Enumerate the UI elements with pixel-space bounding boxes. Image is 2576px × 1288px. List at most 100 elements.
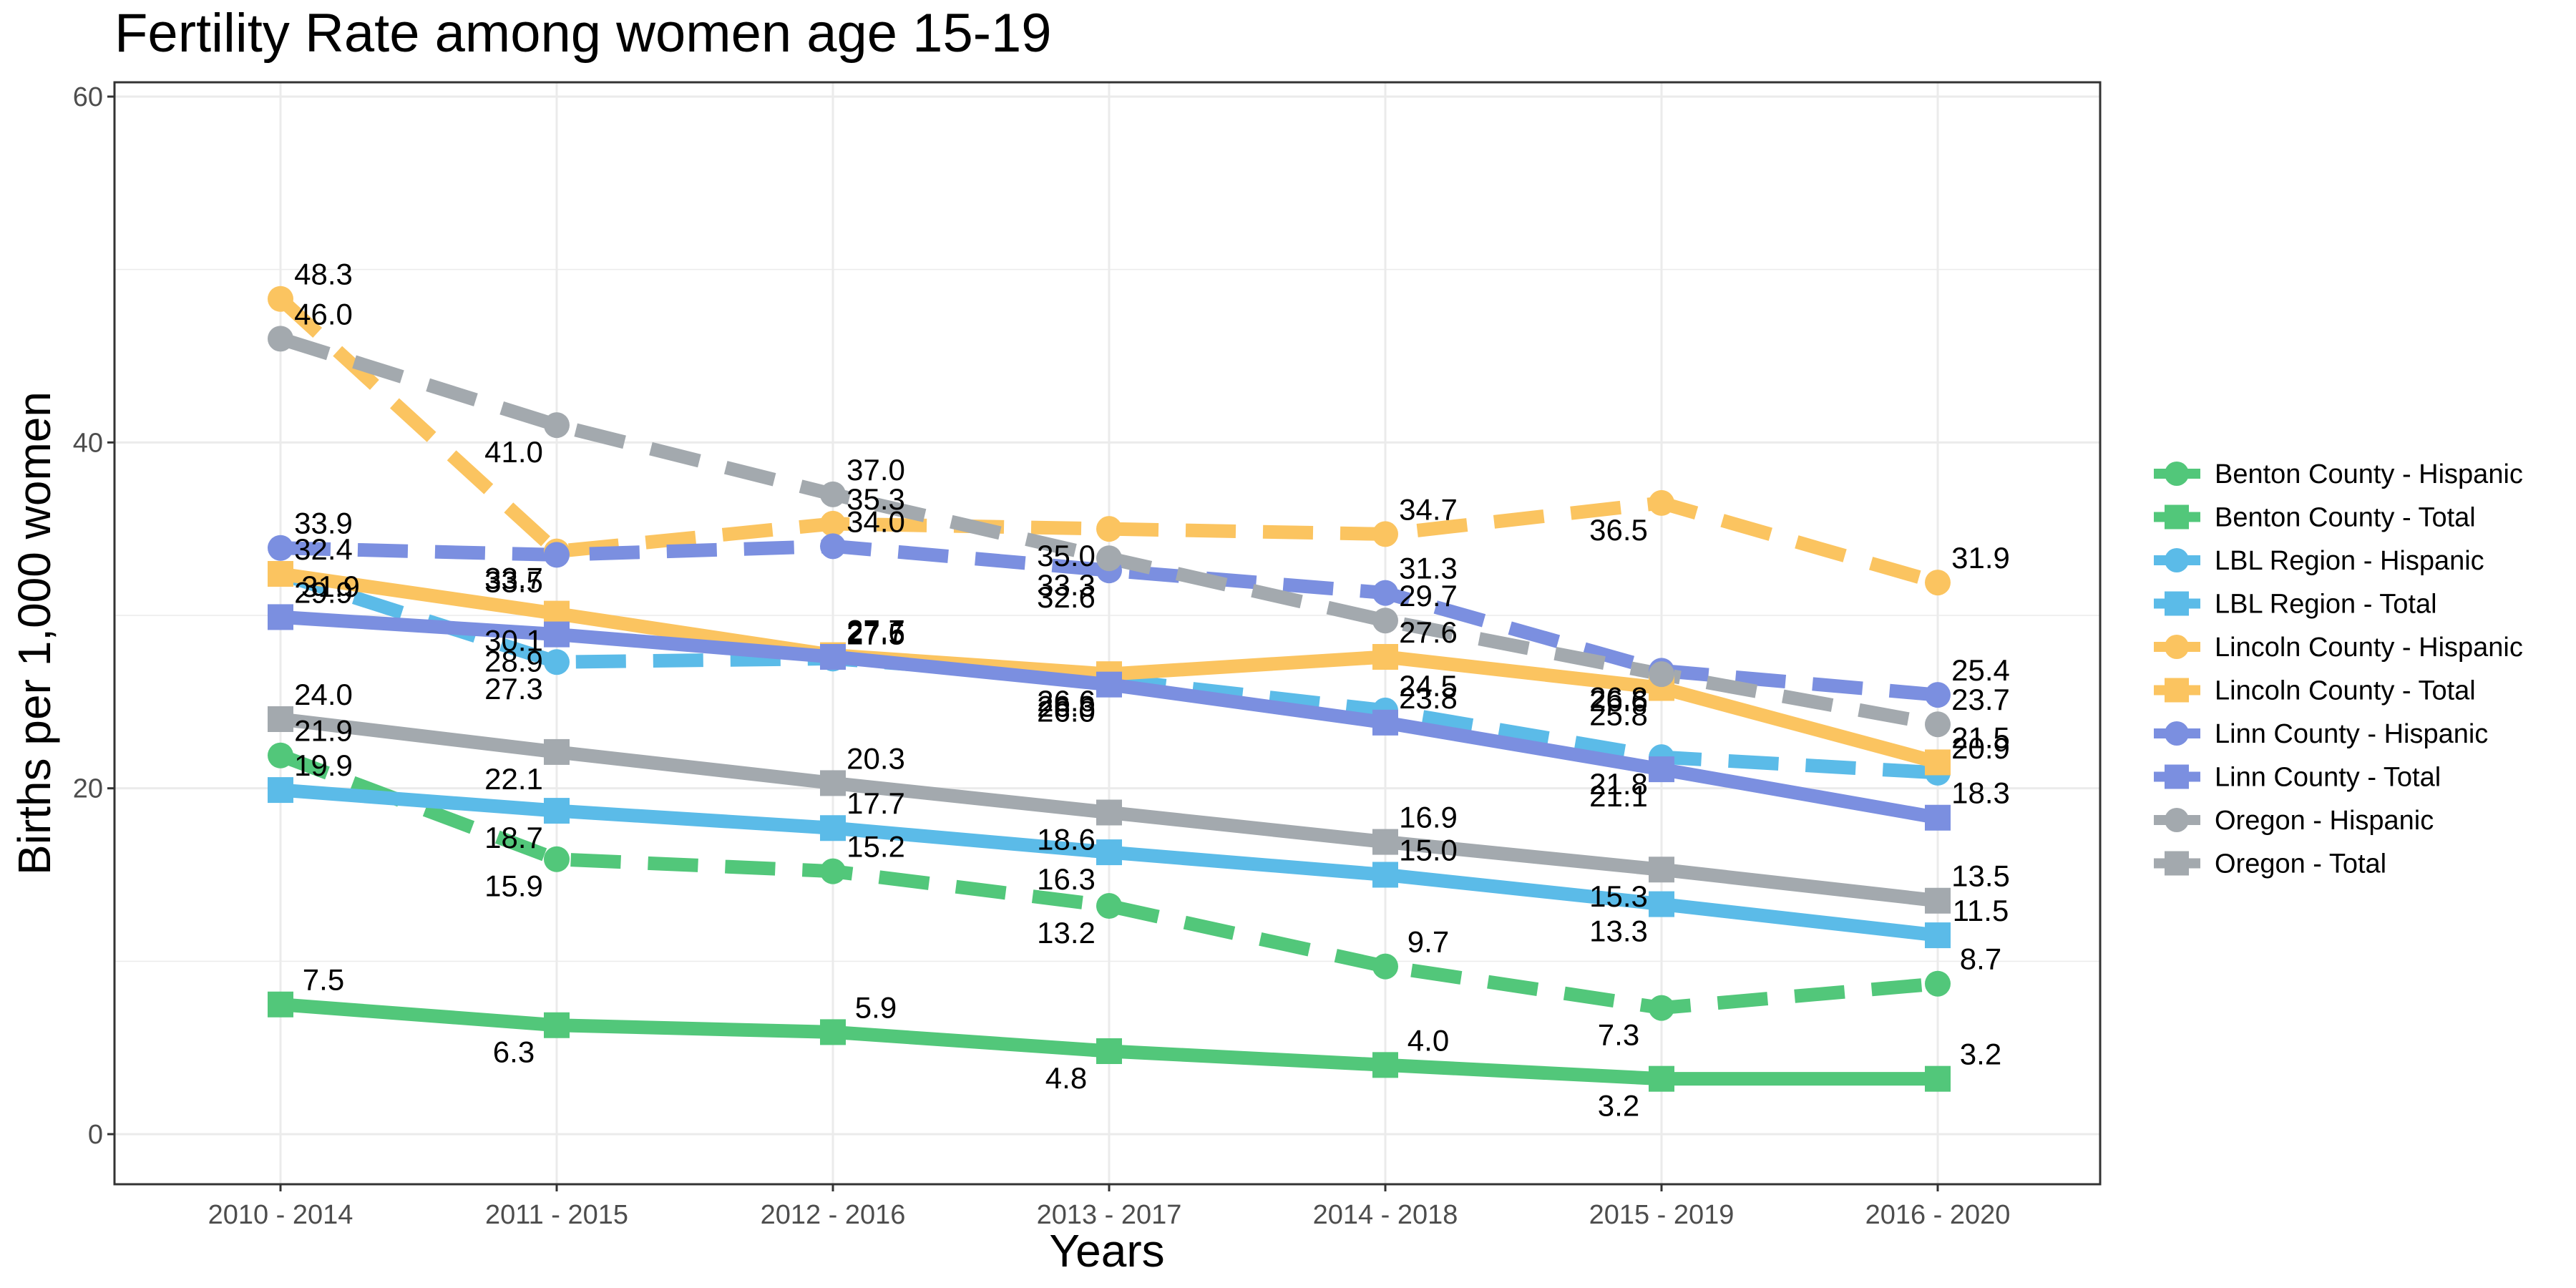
legend-item-linn-county-hispanic: Linn County - Hispanic (2154, 719, 2488, 749)
data-label: 11.5 (1953, 894, 2009, 927)
legend-label: Oregon - Hispanic (2215, 806, 2434, 836)
y-tick-label: 40 (73, 428, 103, 458)
data-label: 9.7 (1407, 925, 1449, 959)
data-label: 18.3 (1951, 776, 2010, 810)
data-point-benton-county-hispanic (1372, 953, 1398, 980)
data-label: 26.3 (1037, 689, 1096, 723)
x-tick-label: 2011 - 2015 (485, 1200, 628, 1230)
legend-key-marker (2165, 462, 2189, 486)
data-point-oregon-hispanic (1649, 661, 1674, 688)
legend-label: Benton County - Total (2215, 503, 2476, 533)
data-point-lincoln-county-hispanic (268, 286, 293, 312)
legend-key-marker (2165, 678, 2189, 703)
data-point-lbl-region-total (544, 798, 570, 824)
data-label: 18.6 (1037, 822, 1096, 856)
data-point-benton-county-total (1925, 1065, 1951, 1092)
x-tick-label: 2012 - 2016 (761, 1200, 906, 1230)
data-point-linn-county-total (1372, 709, 1398, 736)
legend: Benton County - Hispanic Benton County - … (2154, 459, 2523, 879)
data-point-linn-county-total (1925, 804, 1951, 831)
legend-key-marker (2165, 635, 2189, 659)
plot-panel-border (113, 81, 2102, 1186)
data-label: 31.9 (1951, 541, 2010, 575)
data-label: 31.9 (301, 570, 360, 603)
data-label: 41.0 (484, 435, 543, 469)
data-point-lbl-region-total (1372, 862, 1398, 888)
legend-label: Lincoln County - Total (2215, 676, 2476, 706)
data-label: 15.9 (484, 869, 543, 903)
data-label: 26.0 (1037, 695, 1096, 728)
data-label: 48.3 (294, 258, 353, 291)
data-point-benton-county-total (1649, 1065, 1674, 1092)
legend-item-lincoln-county-hispanic: Lincoln County - Hispanic (2154, 633, 2523, 663)
data-label: 7.3 (1598, 1018, 1639, 1052)
data-label: 16.3 (1037, 862, 1096, 896)
data-label: 35.3 (847, 482, 905, 516)
legend-key-marker (2165, 504, 2189, 530)
data-label: 17.7 (847, 786, 905, 820)
data-label: 27.6 (1399, 615, 1458, 649)
data-label: 21.5 (1951, 721, 2010, 754)
data-label: 21.8 (1589, 767, 1648, 801)
data-label: 27.6 (847, 615, 905, 649)
data-point-linn-county-hispanic (1925, 682, 1951, 708)
data-point-lbl-region-total (1096, 839, 1122, 866)
data-label: 25.8 (1589, 698, 1648, 731)
data-label: 32.6 (1037, 580, 1096, 614)
data-label: 13.3 (1589, 914, 1648, 948)
legend-item-lbl-region-total: LBL Region - Total (2154, 590, 2437, 620)
y-tick-label: 20 (73, 774, 103, 804)
legend-label: LBL Region - Total (2215, 590, 2437, 620)
legend-key-marker (2165, 721, 2189, 746)
legend-label: Linn County - Total (2215, 763, 2441, 793)
data-point-benton-county-total (1096, 1038, 1122, 1064)
y-tick-label: 0 (88, 1120, 103, 1150)
legend-key-marker (2165, 548, 2189, 572)
x-tick-label: 2015 - 2019 (1589, 1200, 1735, 1230)
legend-item-oregon-total: Oregon - Total (2154, 849, 2386, 879)
legend-item-benton-county-hispanic: Benton County - Hispanic (2154, 459, 2523, 489)
legend-item-oregon-hispanic: Oregon - Hispanic (2154, 806, 2434, 836)
data-label: 3.2 (1598, 1089, 1639, 1123)
data-label: 26.6 (1589, 684, 1648, 718)
data-label: 23.8 (1399, 681, 1458, 715)
data-label: 13.5 (1951, 859, 2010, 893)
y-axis-title: Births per 1,000 women (9, 391, 60, 875)
data-label: 46.0 (294, 297, 353, 331)
data-point-lincoln-county-total (1925, 749, 1951, 776)
x-tick-label: 2013 - 2017 (1037, 1200, 1182, 1230)
data-label: 5.9 (855, 990, 897, 1024)
legend-key-marker (2165, 591, 2189, 616)
data-point-oregon-hispanic (1372, 608, 1398, 634)
data-point-oregon-total (1925, 887, 1951, 914)
data-label: 29.9 (294, 575, 353, 609)
data-label: 7.5 (303, 963, 344, 997)
data-label: 32.4 (294, 532, 353, 566)
legend-label: LBL Region - Hispanic (2215, 546, 2484, 576)
data-label: 23.7 (1951, 683, 2010, 716)
data-label: 35.0 (1037, 539, 1096, 572)
data-point-benton-county-hispanic (1925, 970, 1951, 997)
legend-label: Linn County - Hispanic (2215, 719, 2488, 749)
data-labels: 21.9 15.9 15.2 13.2 9.7 7.3 8.7 7.5 6.3 5.9 4.8 4.0… (294, 258, 2010, 1123)
data-point-linn-county-total (544, 621, 570, 648)
legend-item-benton-county-total: Benton County - Total (2154, 503, 2476, 533)
data-label: 28.9 (484, 645, 543, 678)
legend-item-lincoln-county-total: Lincoln County - Total (2154, 676, 2476, 706)
x-tick-label: 2010 - 2014 (208, 1200, 353, 1230)
legend-key-marker (2165, 764, 2189, 789)
data-point-linn-county-total (1649, 756, 1674, 783)
data-label: 34.7 (1399, 492, 1458, 526)
data-point-oregon-hispanic (820, 481, 846, 507)
data-point-linn-county-hispanic (268, 535, 293, 561)
data-point-oregon-hispanic (268, 326, 293, 352)
data-point-lbl-region-hispanic (544, 649, 570, 675)
data-label: 24.5 (1399, 669, 1458, 703)
data-point-linn-county-total (1096, 671, 1122, 698)
data-point-lincoln-county-hispanic (1925, 570, 1951, 596)
chart-title: Fertility Rate among women age 15-19 (114, 3, 1052, 64)
data-label: 6.3 (493, 1035, 535, 1069)
data-label: 36.5 (1589, 513, 1648, 547)
data-label: 21.1 (1589, 779, 1648, 813)
